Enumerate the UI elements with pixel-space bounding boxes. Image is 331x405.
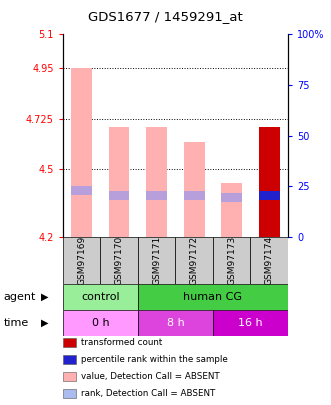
- Bar: [138, 237, 175, 284]
- Bar: [71, 186, 92, 195]
- Bar: [63, 237, 100, 284]
- Bar: [63, 284, 138, 310]
- Text: control: control: [81, 292, 120, 302]
- Text: percentile rank within the sample: percentile rank within the sample: [81, 355, 228, 364]
- Bar: [184, 191, 205, 200]
- Text: value, Detection Call = ABSENT: value, Detection Call = ABSENT: [81, 372, 220, 381]
- Text: 0 h: 0 h: [92, 318, 109, 328]
- Text: 16 h: 16 h: [238, 318, 263, 328]
- Text: GSM97172: GSM97172: [190, 236, 199, 285]
- Bar: [259, 191, 279, 200]
- Text: agent: agent: [3, 292, 36, 302]
- Bar: [221, 183, 242, 237]
- Bar: [221, 193, 242, 202]
- Text: GSM97173: GSM97173: [227, 236, 236, 285]
- Bar: [63, 310, 138, 336]
- Text: GSM97169: GSM97169: [77, 236, 86, 285]
- Text: GSM97174: GSM97174: [265, 236, 274, 285]
- Text: GSM97171: GSM97171: [152, 236, 161, 285]
- Bar: [71, 68, 92, 237]
- Bar: [184, 143, 205, 237]
- Bar: [138, 284, 288, 310]
- Bar: [109, 127, 129, 237]
- Text: ▶: ▶: [40, 318, 48, 328]
- Text: time: time: [3, 318, 28, 328]
- Bar: [259, 127, 279, 237]
- Bar: [146, 127, 167, 237]
- Text: rank, Detection Call = ABSENT: rank, Detection Call = ABSENT: [81, 389, 215, 398]
- Text: GSM97170: GSM97170: [115, 236, 124, 285]
- Text: GDS1677 / 1459291_at: GDS1677 / 1459291_at: [88, 10, 243, 23]
- Bar: [213, 310, 288, 336]
- Bar: [213, 237, 251, 284]
- Bar: [251, 237, 288, 284]
- Text: ▶: ▶: [40, 292, 48, 302]
- Bar: [138, 310, 213, 336]
- Text: human CG: human CG: [183, 292, 242, 302]
- Bar: [100, 237, 138, 284]
- Bar: [109, 191, 129, 200]
- Bar: [146, 191, 167, 200]
- Bar: [175, 237, 213, 284]
- Text: transformed count: transformed count: [81, 338, 162, 347]
- Text: 8 h: 8 h: [166, 318, 184, 328]
